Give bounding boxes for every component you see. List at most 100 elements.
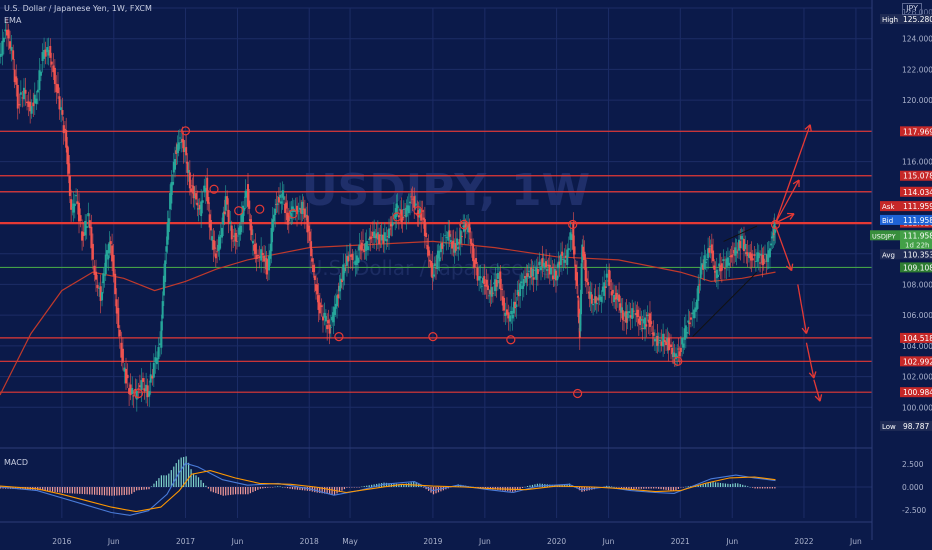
- candle-body: [362, 240, 365, 242]
- macd-bar: [277, 486, 279, 487]
- macd-indicator-label[interactable]: MACD: [4, 458, 28, 467]
- candle-body: [191, 185, 194, 187]
- candle-body: [62, 125, 65, 134]
- macd-bar: [385, 482, 388, 487]
- candle-body: [55, 83, 58, 93]
- candle-body: [757, 252, 760, 259]
- candle-body: [395, 203, 398, 217]
- candle-body: [390, 223, 393, 227]
- candle-body: [644, 317, 647, 330]
- annotation-arrow-head: [805, 326, 810, 334]
- price-tick-label: 116.000: [902, 158, 932, 167]
- macd-bar: [103, 487, 106, 496]
- macd-bar: [254, 487, 256, 491]
- candle-body: [263, 255, 266, 262]
- candle-body: [548, 264, 551, 275]
- macd-bar: [86, 487, 88, 495]
- macd-bar: [64, 487, 66, 493]
- candle-body: [358, 244, 361, 251]
- candle-body: [647, 319, 650, 323]
- candle-body: [46, 47, 49, 53]
- candle-body: [371, 231, 374, 237]
- candle-body: [420, 212, 423, 221]
- candle-body: [206, 177, 209, 202]
- currency-badge[interactable]: JPY: [902, 3, 922, 15]
- candle-body: [689, 317, 692, 320]
- candle-body: [82, 232, 85, 237]
- candle-body: [99, 286, 102, 301]
- candle-body: [605, 273, 608, 278]
- current-price-value: 111.958: [903, 231, 932, 240]
- candle-body: [212, 240, 215, 250]
- candle-body: [572, 223, 575, 250]
- candle-body: [170, 182, 173, 204]
- macd-bar: [200, 480, 202, 487]
- macd-bar: [155, 480, 158, 487]
- macd-bar: [413, 481, 415, 487]
- candle-body: [535, 266, 538, 280]
- macd-bar: [687, 486, 689, 487]
- macd-bar: [662, 487, 665, 490]
- candle-body: [447, 231, 450, 241]
- ema-indicator-label[interactable]: EMA: [4, 16, 22, 25]
- candle-body: [522, 279, 525, 287]
- candle-body: [746, 252, 749, 256]
- macd-bar: [269, 487, 271, 488]
- bid-price-tag: [880, 214, 900, 225]
- macd-bar: [672, 487, 675, 491]
- candle-body: [484, 284, 487, 287]
- candle-body: [53, 67, 56, 85]
- candle-body: [709, 245, 712, 248]
- time-tick-label: 2022: [794, 537, 813, 546]
- macd-bar: [0, 487, 2, 489]
- candle-body: [580, 289, 583, 315]
- candle-body: [606, 280, 609, 282]
- candle-body: [525, 276, 528, 283]
- candle-body: [616, 298, 619, 301]
- candle-body: [768, 248, 771, 258]
- macd-bar: [128, 487, 130, 495]
- candle-body: [76, 201, 79, 204]
- candle-body: [562, 258, 565, 260]
- macd-bar: [675, 487, 677, 491]
- macd-bar: [39, 487, 41, 491]
- candle-body: [397, 215, 400, 218]
- candle-body: [343, 267, 346, 274]
- macd-bar: [249, 487, 252, 494]
- macd-bar: [153, 483, 155, 487]
- candle-body: [336, 295, 339, 307]
- candle-body: [365, 241, 368, 250]
- level-price-tag-label: 102.992: [903, 357, 932, 366]
- macd-bar: [66, 487, 68, 494]
- time-tick-label: Jun: [231, 537, 244, 546]
- macd-bar: [648, 487, 650, 489]
- candle-body: [478, 276, 481, 281]
- macd-bar: [771, 487, 774, 489]
- candle-body: [764, 253, 767, 255]
- candle-body: [161, 301, 164, 319]
- candle-body: [320, 305, 323, 308]
- pivot-circle: [133, 388, 144, 399]
- macd-bar: [620, 487, 623, 488]
- candle-body: [770, 243, 773, 246]
- candle-body: [504, 312, 507, 316]
- current-symbol-label: USDJPY: [872, 232, 896, 240]
- macd-bar: [613, 486, 615, 488]
- candle-body: [524, 275, 527, 279]
- candle-body: [198, 205, 201, 209]
- macd-bar: [670, 487, 672, 491]
- macd-bar: [714, 482, 717, 487]
- ask-price-label: Ask: [882, 203, 895, 211]
- candle-body: [475, 258, 478, 264]
- macd-bar: [230, 487, 232, 495]
- candle-body: [553, 269, 556, 278]
- candle-body: [234, 233, 237, 242]
- ask-price-value-tag: [900, 201, 932, 212]
- candle-body: [354, 260, 357, 266]
- candle-body: [442, 245, 445, 247]
- candle-body: [178, 137, 181, 139]
- candle-body: [257, 254, 260, 257]
- macd-bar: [707, 482, 709, 487]
- candle-body: [26, 101, 29, 104]
